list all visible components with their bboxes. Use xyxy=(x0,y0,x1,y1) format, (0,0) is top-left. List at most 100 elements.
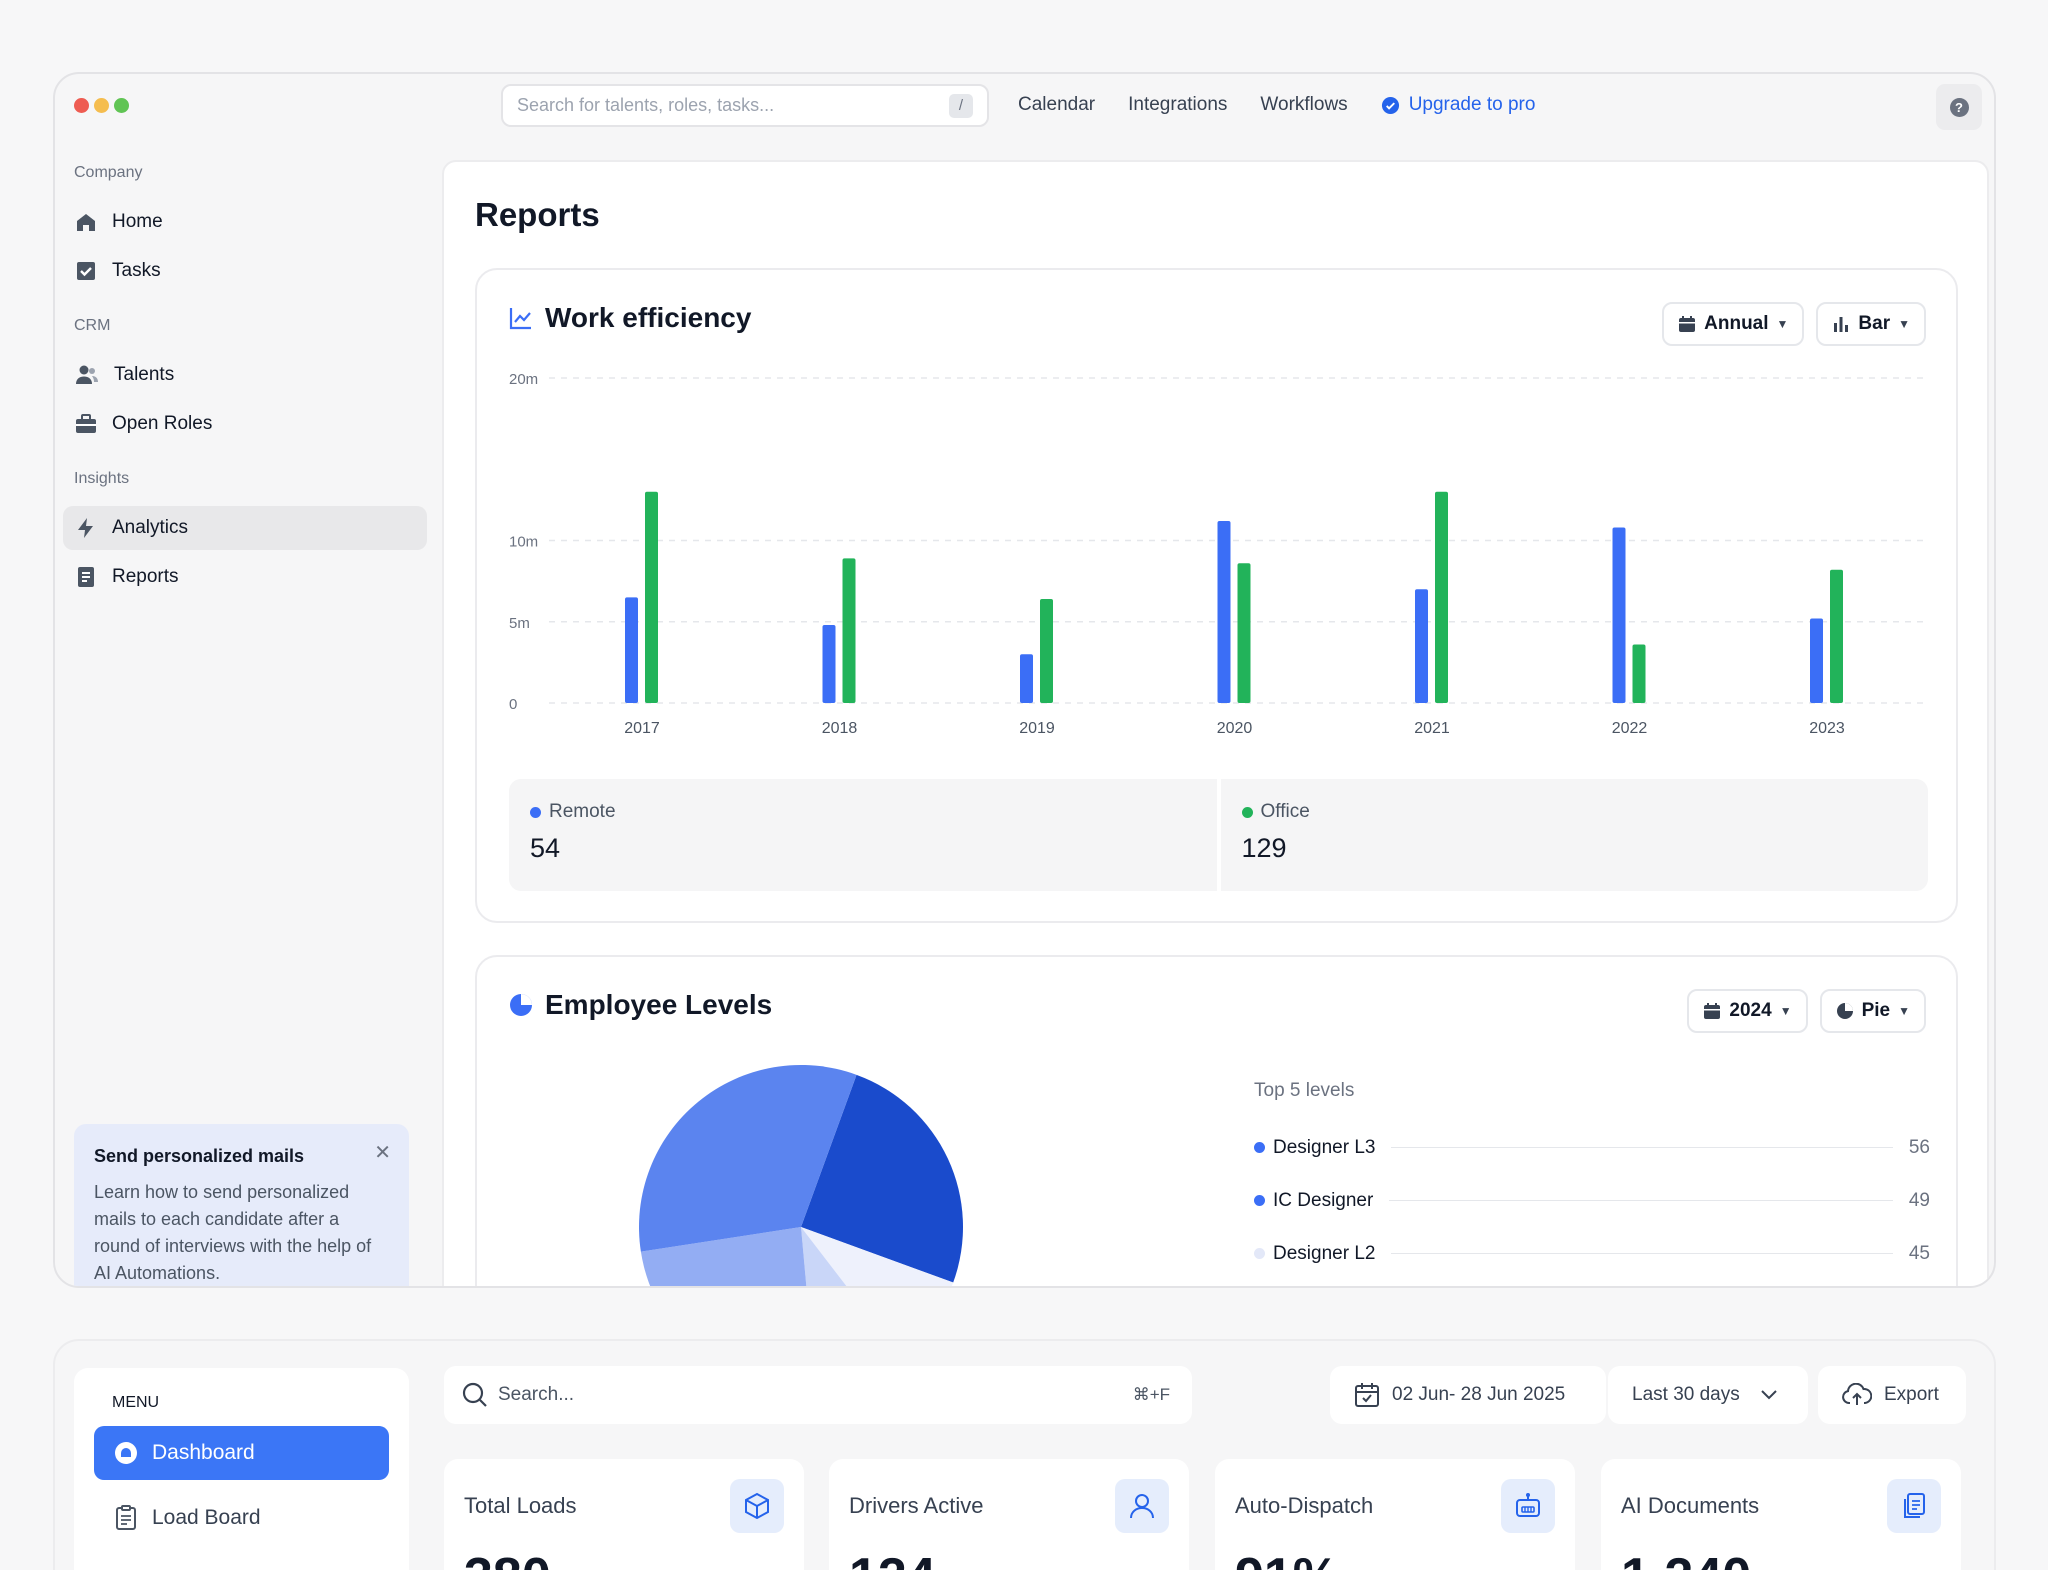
search-shortcut: ⌘+F xyxy=(1132,1385,1170,1404)
nav-integrations[interactable]: Integrations xyxy=(1128,94,1228,115)
search-icon xyxy=(462,1382,487,1407)
chart-type-dropdown[interactable]: Pie ▼ xyxy=(1819,989,1926,1033)
sidebar-item-label: Tasks xyxy=(112,260,161,281)
sidebar-item-reports[interactable]: Reports xyxy=(63,555,427,599)
stat-label: Total Loads xyxy=(464,1493,577,1518)
chart-type-dropdown[interactable]: Bar ▼ xyxy=(1816,302,1926,346)
upgrade-label: Upgrade to pro xyxy=(1408,94,1536,115)
employee-levels-card: Employee Levels 2024 ▼ Pie ▼ Top 5 level… xyxy=(475,955,1958,1286)
legend-label: Remote xyxy=(549,801,616,822)
main-content: Reports Work efficiency Annual ▼ Bar ▼ xyxy=(442,160,1989,1286)
level-value: 45 xyxy=(1908,1242,1930,1264)
period-value: Last 30 days xyxy=(1632,1384,1740,1405)
sidebar-item-analytics[interactable]: Analytics xyxy=(63,506,427,550)
sidebar-item-talents[interactable]: Talents xyxy=(63,353,427,397)
period-select[interactable]: Last 30 days xyxy=(1608,1366,1808,1424)
legend-value: 129 xyxy=(1241,833,1287,863)
card-header: Work efficiency xyxy=(509,302,751,334)
divider xyxy=(1391,1147,1893,1148)
promo-card: ✕ Send personalized mails Learn how to s… xyxy=(74,1124,409,1286)
list-title: Top 5 levels xyxy=(1254,1080,1355,1101)
chart-type-value: Pie xyxy=(1861,1000,1891,1021)
bar-office xyxy=(645,491,658,703)
sidebar-item-tasks[interactable]: Tasks xyxy=(63,249,427,293)
sidebar-item-label: Analytics xyxy=(112,517,189,538)
legend-label: Office xyxy=(1260,801,1310,822)
help-button[interactable]: ? xyxy=(1936,84,1982,130)
bar-office xyxy=(1237,563,1251,703)
close-icon[interactable]: ✕ xyxy=(374,1142,391,1164)
section-label-company: Company xyxy=(74,164,143,181)
page-title: Reports xyxy=(475,196,600,233)
nav-workflows[interactable]: Workflows xyxy=(1260,94,1348,115)
nav-calendar[interactable]: Calendar xyxy=(1018,94,1096,115)
stat-card-drivers-active: Drivers Active 124 xyxy=(829,1459,1189,1570)
sidebar-item-label: Talents xyxy=(114,364,175,385)
checkbox-icon xyxy=(77,262,95,280)
level-value: 56 xyxy=(1908,1136,1930,1158)
stat-value: 124 xyxy=(849,1547,936,1570)
level-name: Designer L2 xyxy=(1273,1242,1376,1264)
sidebar-item-label: Open Roles xyxy=(112,413,213,434)
sidebar: Company Home Tasks CRM Talents Open Role… xyxy=(55,164,435,623)
line-chart-icon xyxy=(509,308,531,330)
menu-item-dashboard[interactable]: Dashboard xyxy=(94,1426,389,1480)
search-shortcut-key: / xyxy=(949,93,973,118)
box-icon xyxy=(730,1479,784,1533)
upgrade-link[interactable]: Upgrade to pro xyxy=(1381,94,1536,116)
promo-title: Send personalized mails xyxy=(94,1146,305,1166)
pie-slice xyxy=(640,1227,807,1286)
pie-slice xyxy=(801,1227,847,1286)
level-name: IC Designer xyxy=(1273,1189,1374,1211)
legend-value: 54 xyxy=(530,833,561,863)
legend-dot xyxy=(530,806,541,818)
period-value: Annual xyxy=(1704,313,1769,334)
close-window-button[interactable] xyxy=(74,98,89,113)
bar-office xyxy=(1632,644,1646,703)
sidebar-item-label: Reports xyxy=(112,566,179,587)
dashboard-search-input[interactable]: Search... ⌘+F xyxy=(444,1366,1192,1424)
pie-slice xyxy=(801,1074,963,1283)
documents-icon xyxy=(1887,1479,1941,1533)
calendar-icon xyxy=(1679,316,1696,332)
global-search-input[interactable]: Search for talents, roles, tasks... / xyxy=(501,84,989,127)
year-value: 2024 xyxy=(1729,1000,1772,1021)
dashboard-icon xyxy=(115,1442,137,1464)
section-label-insights: Insights xyxy=(74,470,130,487)
sidebar-item-label: Home xyxy=(112,211,163,232)
stat-value: 1,240 xyxy=(1621,1547,1751,1570)
pie-slice xyxy=(639,1065,857,1252)
menu-item-load-board[interactable]: Load Board xyxy=(94,1491,389,1545)
list-item: IC Designer 49 xyxy=(1254,1174,1930,1227)
help-icon: ? xyxy=(1949,97,1969,117)
pie-chart-icon xyxy=(1836,1003,1853,1019)
bar-office xyxy=(1435,491,1448,703)
chart-legend: Remote 54 Office 129 xyxy=(509,779,1928,891)
maximize-window-button[interactable] xyxy=(114,98,129,113)
x-tick-label: 2018 xyxy=(822,720,858,737)
legend-remote: Remote 54 xyxy=(509,779,1217,891)
period-dropdown[interactable]: Annual ▼ xyxy=(1662,302,1805,346)
date-range-picker[interactable]: 02 Jun- 28 Jun 2025 xyxy=(1330,1366,1606,1424)
card-title: Employee Levels xyxy=(545,989,773,1020)
stat-label: Drivers Active xyxy=(849,1493,984,1518)
date-range-value: 02 Jun- 28 Jun 2025 xyxy=(1392,1384,1566,1405)
menu-card: MENU Dashboard Load Board xyxy=(74,1368,409,1570)
bar-remote xyxy=(1810,618,1823,703)
year-dropdown[interactable]: 2024 ▼ xyxy=(1687,989,1808,1033)
bar-office xyxy=(1040,599,1053,703)
level-value: 49 xyxy=(1908,1189,1930,1211)
list-item: Designer L2 45 xyxy=(1254,1227,1930,1280)
sidebar-item-home[interactable]: Home xyxy=(63,200,427,244)
x-tick-label: 2020 xyxy=(1217,720,1253,737)
stat-card-total-loads: Total Loads 380 xyxy=(444,1459,804,1570)
dispatch-dashboard: MENU Dashboard Load Board Search... ⌘+F … xyxy=(53,1339,1996,1570)
chevron-down-icon xyxy=(1761,1390,1777,1400)
home-icon xyxy=(77,214,95,231)
bar-remote xyxy=(1612,527,1626,703)
bar-office xyxy=(842,558,856,703)
bar-office xyxy=(1830,569,1843,703)
minimize-window-button[interactable] xyxy=(94,98,109,113)
sidebar-item-open-roles[interactable]: Open Roles xyxy=(63,402,427,446)
export-button[interactable]: Export xyxy=(1818,1366,1966,1424)
